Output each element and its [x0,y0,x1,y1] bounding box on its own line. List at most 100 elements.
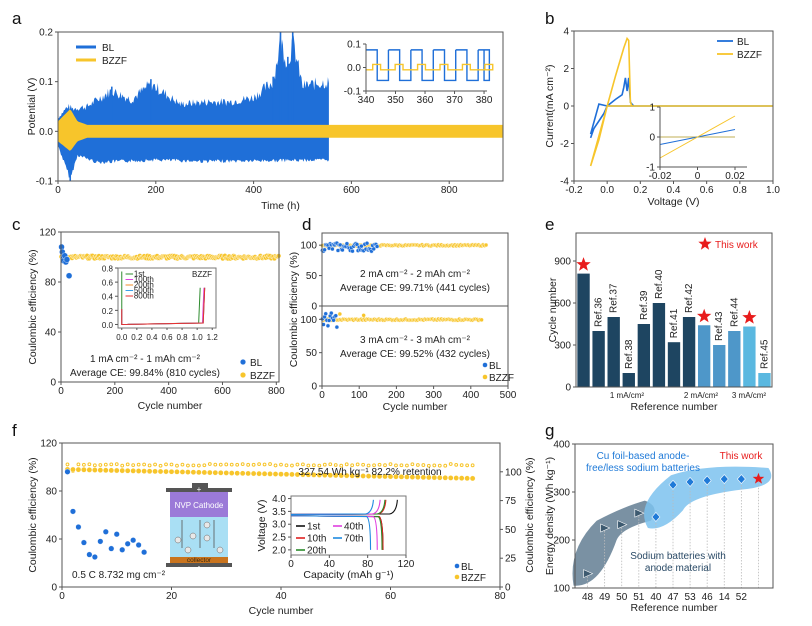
label-cu-foil-line1: Cu foil-based anode- [597,451,690,462]
plot-frame-d-2 [321,305,509,387]
bzzf-capacity-point [207,469,213,476]
bzzf-capacity-point [431,474,438,481]
x-axis-c-tick-label: 200 [106,386,123,397]
bl-point [86,551,93,558]
inset-discharge-10th [290,515,384,550]
bzzf-ce-point [257,462,262,467]
y-axis-f-tick-label: 0 [51,583,57,594]
inset-y-axis-b-tick-label: 1 [649,103,655,114]
bl-point [364,241,370,246]
y-axis-e-tick-label: 600 [554,299,571,310]
inset-series-800th [121,287,206,325]
bzzf-capacity-point [272,471,279,477]
bzzf-ce-point [213,462,218,467]
y-axis-label-a: Potential (V) [26,78,38,136]
x-axis-a-tick-label: 200 [147,185,164,196]
bl-point [102,528,109,535]
bzzf-ce-point [109,462,114,467]
bzzf-ce-point [459,463,464,468]
bzzf-capacity-point [146,468,153,475]
y-axis-b-tick-label: -2 [560,139,569,150]
bl-point [359,243,364,249]
legend-label-bzzf: BZZF [461,573,486,584]
cu-foil-point [702,475,712,486]
anode-point [600,523,611,533]
sodium-ion-icon [203,521,211,529]
x-axis-a-tick-label: 600 [343,185,360,196]
cathode-layer [170,492,228,517]
inset-legend-label: 40th [344,522,363,533]
bzzf-capacity-point [168,468,175,475]
x-axis-d-tick-label: 200 [388,390,405,401]
bzzf-ce-point [410,462,415,467]
this-work-star [697,308,712,323]
cell-top-cap [166,488,232,492]
bl-point [64,468,71,475]
x-axis-c-tick-label: 0 [58,386,64,397]
bl-point [65,272,73,279]
legend-marker-bl [454,563,460,569]
y-axis-right-f-tick-label: 100 [505,467,522,478]
bzzf-ce-point [251,462,256,467]
bar-ref-36 [592,331,605,387]
y-axis-right-f-tick-label: 75 [505,496,517,507]
bzzf-capacity-point [185,469,191,475]
bzzf-ce-point [366,463,371,468]
bzzf-capacity-point [387,473,394,480]
bar-ref-41 [667,342,681,387]
bzzf-ce-point [426,463,431,468]
bl-point [322,247,327,252]
bar-label: Ref.44 [729,297,740,327]
y-axis-right-f-tick-label: 50 [505,525,517,536]
inset-x-axis-a-tick-label: 350 [387,95,404,106]
bzzf-capacity-point [371,473,377,480]
annotation-average-ce: Average CE: 99.84% (810 cycles) [70,368,220,379]
y-axis-label-d: Coulombic efficiency (%) [288,252,300,367]
bzzf-ce-point [306,463,311,468]
bzzf-point [479,317,484,323]
bl-point [323,311,328,316]
bzzf-capacity-point [223,470,230,476]
panel-label-a: a [12,9,22,28]
inset-y-axis-c-tick-label: 0.4 [102,293,114,302]
bzzf-capacity-point [393,473,399,480]
bzzf-ce-point [240,462,245,467]
bl-point [113,531,120,538]
bzzf-capacity-point [190,469,197,475]
panel-g: 48 49 50 51 40 47 53 46 14 52 100 200 300 400 Referenc… [544,440,774,614]
x-tick-label: 51 [633,592,645,603]
y-axis-d-1-tick-label: 100 [300,241,317,252]
y-axis-c-tick-label: 80 [45,278,57,289]
bzzf-ce-point [147,463,152,468]
bzzf-ce-point [186,463,190,468]
x-axis-c-tick-label: 800 [268,386,285,397]
bzzf-ce-point [317,463,322,468]
bar-label: Ref.38 [624,339,635,369]
y-axis-f-tick-label: 80 [46,487,58,498]
bar-label: Ref.41 [669,308,680,338]
inset-legend-label: 1st [134,270,145,279]
bzzf-capacity-point [409,474,416,480]
bzzf-outlier-point [337,311,343,317]
x-axis-label-b: Voltage (V) [648,196,700,208]
y-axis-label-b: Current(mA cm⁻²) [544,64,556,147]
bzzf-ce-point [207,462,212,466]
y-axis-g-tick-label: 100 [553,584,570,595]
bzzf-capacity-point [250,470,257,477]
inset-series-bl [366,49,491,82]
bzzf-capacity-point [305,471,312,478]
bar-ref-39 [637,324,651,387]
inset-y-axis-c-tick-label: 0.0 [102,321,114,330]
x-axis-d-tick-label: 300 [425,390,442,401]
bzzf-capacity-point [327,472,334,479]
bzzf-ce-point [98,463,103,467]
x-axis-label-c: Cycle number [138,400,203,412]
legend-marker-bzzf [239,372,246,379]
bzzf-capacity-point [152,468,158,475]
x-axis-a-tick-label: 400 [245,185,262,196]
bzzf-ce-point [355,462,360,467]
panel-d: 0 50 100 2 mA cm⁻² - 2 mAh cm⁻² Average CE: … [288,232,517,413]
y-axis-d-1-tick-label: 0 [311,302,317,313]
